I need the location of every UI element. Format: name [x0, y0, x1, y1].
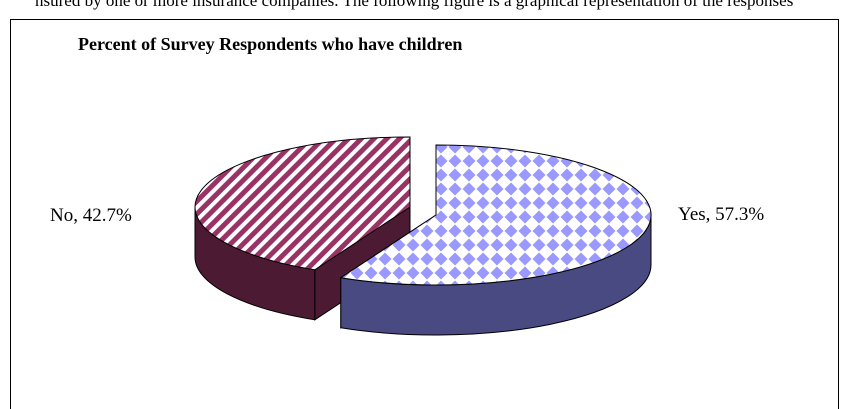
pie-slice-yes: [339, 144, 652, 336]
pie-chart: Yes, 57.3% No, 42.7%: [50, 136, 764, 336]
chart-frame: [10, 19, 839, 409]
slice-top-no: [194, 136, 411, 271]
slice-top-yes: [339, 144, 652, 286]
page-top-text: nsured by one or more insurance companie…: [35, 0, 794, 10]
chart-title: Percent of Survey Respondents who have c…: [78, 34, 463, 54]
data-label-no: No, 42.7%: [50, 205, 132, 226]
data-label-yes: Yes, 57.3%: [678, 204, 764, 225]
